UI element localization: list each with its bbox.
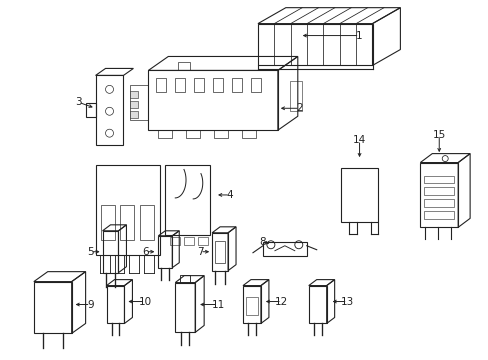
Bar [186,130,200,138]
Bar [194,78,203,92]
Bar [198,237,208,245]
Bar [175,78,185,92]
Bar [170,237,180,245]
Text: 5: 5 [87,247,94,257]
Text: 3: 3 [75,97,82,107]
Bar [156,78,166,92]
Text: 9: 9 [87,300,94,310]
Bar [214,130,227,138]
Bar [424,199,453,207]
Bar [178,62,190,71]
Bar [180,275,190,283]
Bar [130,101,138,108]
Bar [263,242,306,256]
Bar [215,241,224,263]
Text: 15: 15 [432,130,445,140]
Bar [213,78,223,92]
Bar [424,188,453,195]
Bar [242,130,255,138]
Bar [120,205,134,240]
Text: 11: 11 [211,300,224,310]
Text: 14: 14 [352,135,366,145]
Bar [289,81,301,111]
Bar [245,297,258,315]
Text: 6: 6 [142,247,148,257]
Bar [130,85,148,120]
Text: 1: 1 [356,31,362,41]
Text: 13: 13 [340,297,353,306]
Text: 2: 2 [296,103,303,113]
Text: 12: 12 [275,297,288,306]
Bar [140,205,154,240]
Text: 4: 4 [226,190,233,200]
Text: 10: 10 [139,297,152,306]
Bar [424,211,453,219]
Bar [184,237,194,245]
Bar [130,91,138,98]
Bar [130,111,138,118]
Text: 8: 8 [259,237,265,247]
Bar [101,205,114,240]
Bar [232,78,242,92]
Bar [424,176,453,184]
Bar [158,130,172,138]
Bar [250,78,261,92]
Text: 7: 7 [197,247,203,257]
